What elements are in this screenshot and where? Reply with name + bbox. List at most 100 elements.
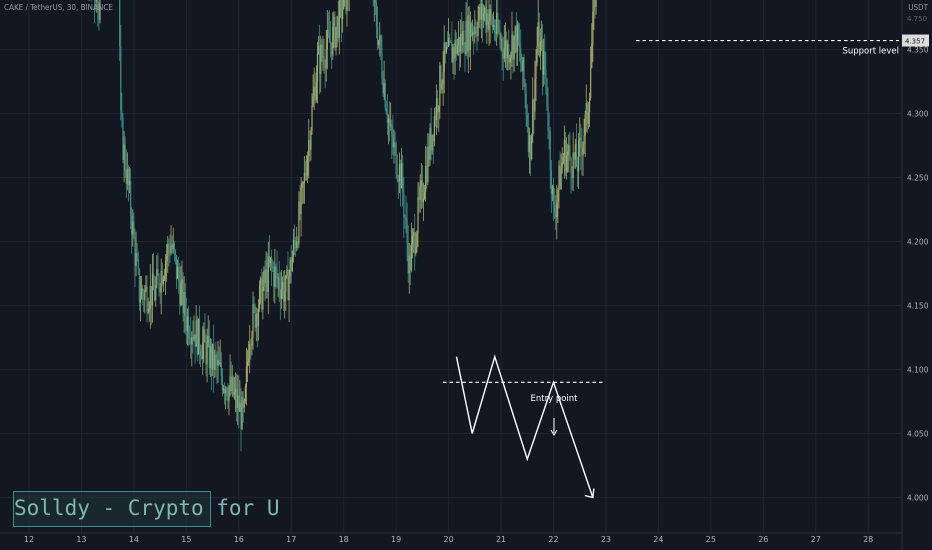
candle-body: [152, 273, 155, 291]
candle-body: [175, 255, 178, 279]
price-candles: [87, 0, 597, 452]
candle-body: [138, 269, 140, 303]
candle-body: [508, 44, 510, 63]
candle-body: [154, 290, 156, 301]
candle-body: [204, 329, 206, 343]
candle-body: [573, 152, 575, 160]
time-tick-label: 28: [863, 535, 873, 544]
candle-body: [173, 243, 175, 251]
candle-body: [228, 387, 230, 402]
candle-body: [587, 112, 590, 124]
candle-body: [415, 246, 417, 254]
price-axis[interactable]: 4.7504.7004.6504.6004.5504.5004.4504.400…: [902, 0, 929, 550]
candle-body: [239, 402, 241, 412]
time-tick-label: 22: [548, 535, 558, 544]
candle-body: [170, 245, 172, 254]
candle-body: [250, 343, 252, 346]
candle-body: [130, 181, 132, 216]
candle-body: [221, 376, 224, 391]
candle-body: [398, 164, 401, 182]
candle-body: [535, 62, 537, 80]
candle-body: [578, 140, 580, 172]
candle-body: [304, 172, 307, 176]
candle-body: [468, 15, 470, 50]
candle-body: [337, 16, 339, 38]
candle-body: [560, 167, 562, 189]
candle-body: [572, 152, 574, 178]
candle-body: [260, 278, 262, 286]
candle-body: [210, 346, 213, 369]
candle-body: [575, 143, 578, 167]
candle-body: [252, 304, 254, 338]
candle-body: [433, 116, 435, 142]
candle-body: [515, 26, 517, 52]
candle-body: [455, 39, 457, 54]
candle-body: [299, 201, 301, 214]
candle-body: [135, 253, 137, 266]
candle-body: [442, 72, 444, 84]
time-axis[interactable]: 12 13 14 15 16 17 18 19 20 21 22 23 24 25 26 27 28: [24, 535, 873, 544]
time-tick-label: 14: [129, 535, 139, 544]
candle-body: [576, 166, 579, 172]
candle-body: [469, 23, 472, 50]
candle-body: [452, 47, 454, 63]
candle-body: [474, 27, 476, 35]
candle-body: [307, 156, 309, 176]
time-tick-label: 24: [653, 535, 663, 544]
candle-body: [295, 242, 297, 249]
candle-body: [567, 151, 569, 156]
candle-body: [187, 316, 190, 338]
candle-body: [182, 279, 184, 313]
candle-body: [321, 44, 323, 57]
candle-body: [301, 183, 303, 189]
candle-body: [509, 58, 511, 63]
candle-body: [463, 31, 465, 53]
candle-body: [159, 288, 161, 293]
candle-body: [580, 137, 582, 149]
candle-body: [264, 270, 266, 283]
candle-body: [181, 279, 183, 284]
candle-body: [325, 48, 327, 69]
candle-body: [258, 285, 261, 309]
candle-body: [562, 157, 564, 163]
candle-body: [584, 114, 586, 136]
candle-body: [479, 6, 481, 20]
candle-body: [162, 278, 165, 285]
candle-body: [413, 232, 415, 237]
candle-body: [490, 9, 492, 17]
candle-body: [322, 56, 324, 58]
candle-body: [510, 54, 512, 59]
candle-body: [557, 190, 559, 202]
candle-body: [538, 22, 540, 56]
candle-body: [484, 7, 486, 14]
candle-body: [195, 320, 197, 347]
candle-body: [336, 16, 338, 28]
candle-body: [251, 337, 253, 346]
candle-body: [265, 269, 267, 283]
candle-body: [302, 182, 304, 184]
candle-body: [292, 240, 295, 258]
price-tick-label: 4.100: [907, 366, 929, 375]
candle-body: [249, 343, 251, 358]
candle-body: [207, 335, 209, 343]
candle-body: [240, 402, 242, 429]
price-tick-label: 4.750: [907, 15, 927, 23]
candle-body: [119, 0, 121, 47]
candle-body: [128, 181, 131, 186]
candle-body: [242, 397, 244, 408]
candle-body: [155, 284, 157, 301]
candle-body: [226, 388, 228, 397]
candle-body: [286, 269, 288, 276]
candle-body: [253, 304, 255, 307]
candle-body: [245, 366, 248, 387]
candle-body: [278, 277, 280, 290]
candle-body: [544, 51, 546, 70]
candle-body: [269, 257, 272, 263]
candle-body: [386, 113, 389, 123]
candle-body: [558, 165, 560, 191]
price-tick-label: 4.050: [907, 430, 929, 439]
candle-body: [340, 0, 343, 20]
candle-body: [492, 25, 495, 28]
candle-body: [288, 276, 290, 301]
